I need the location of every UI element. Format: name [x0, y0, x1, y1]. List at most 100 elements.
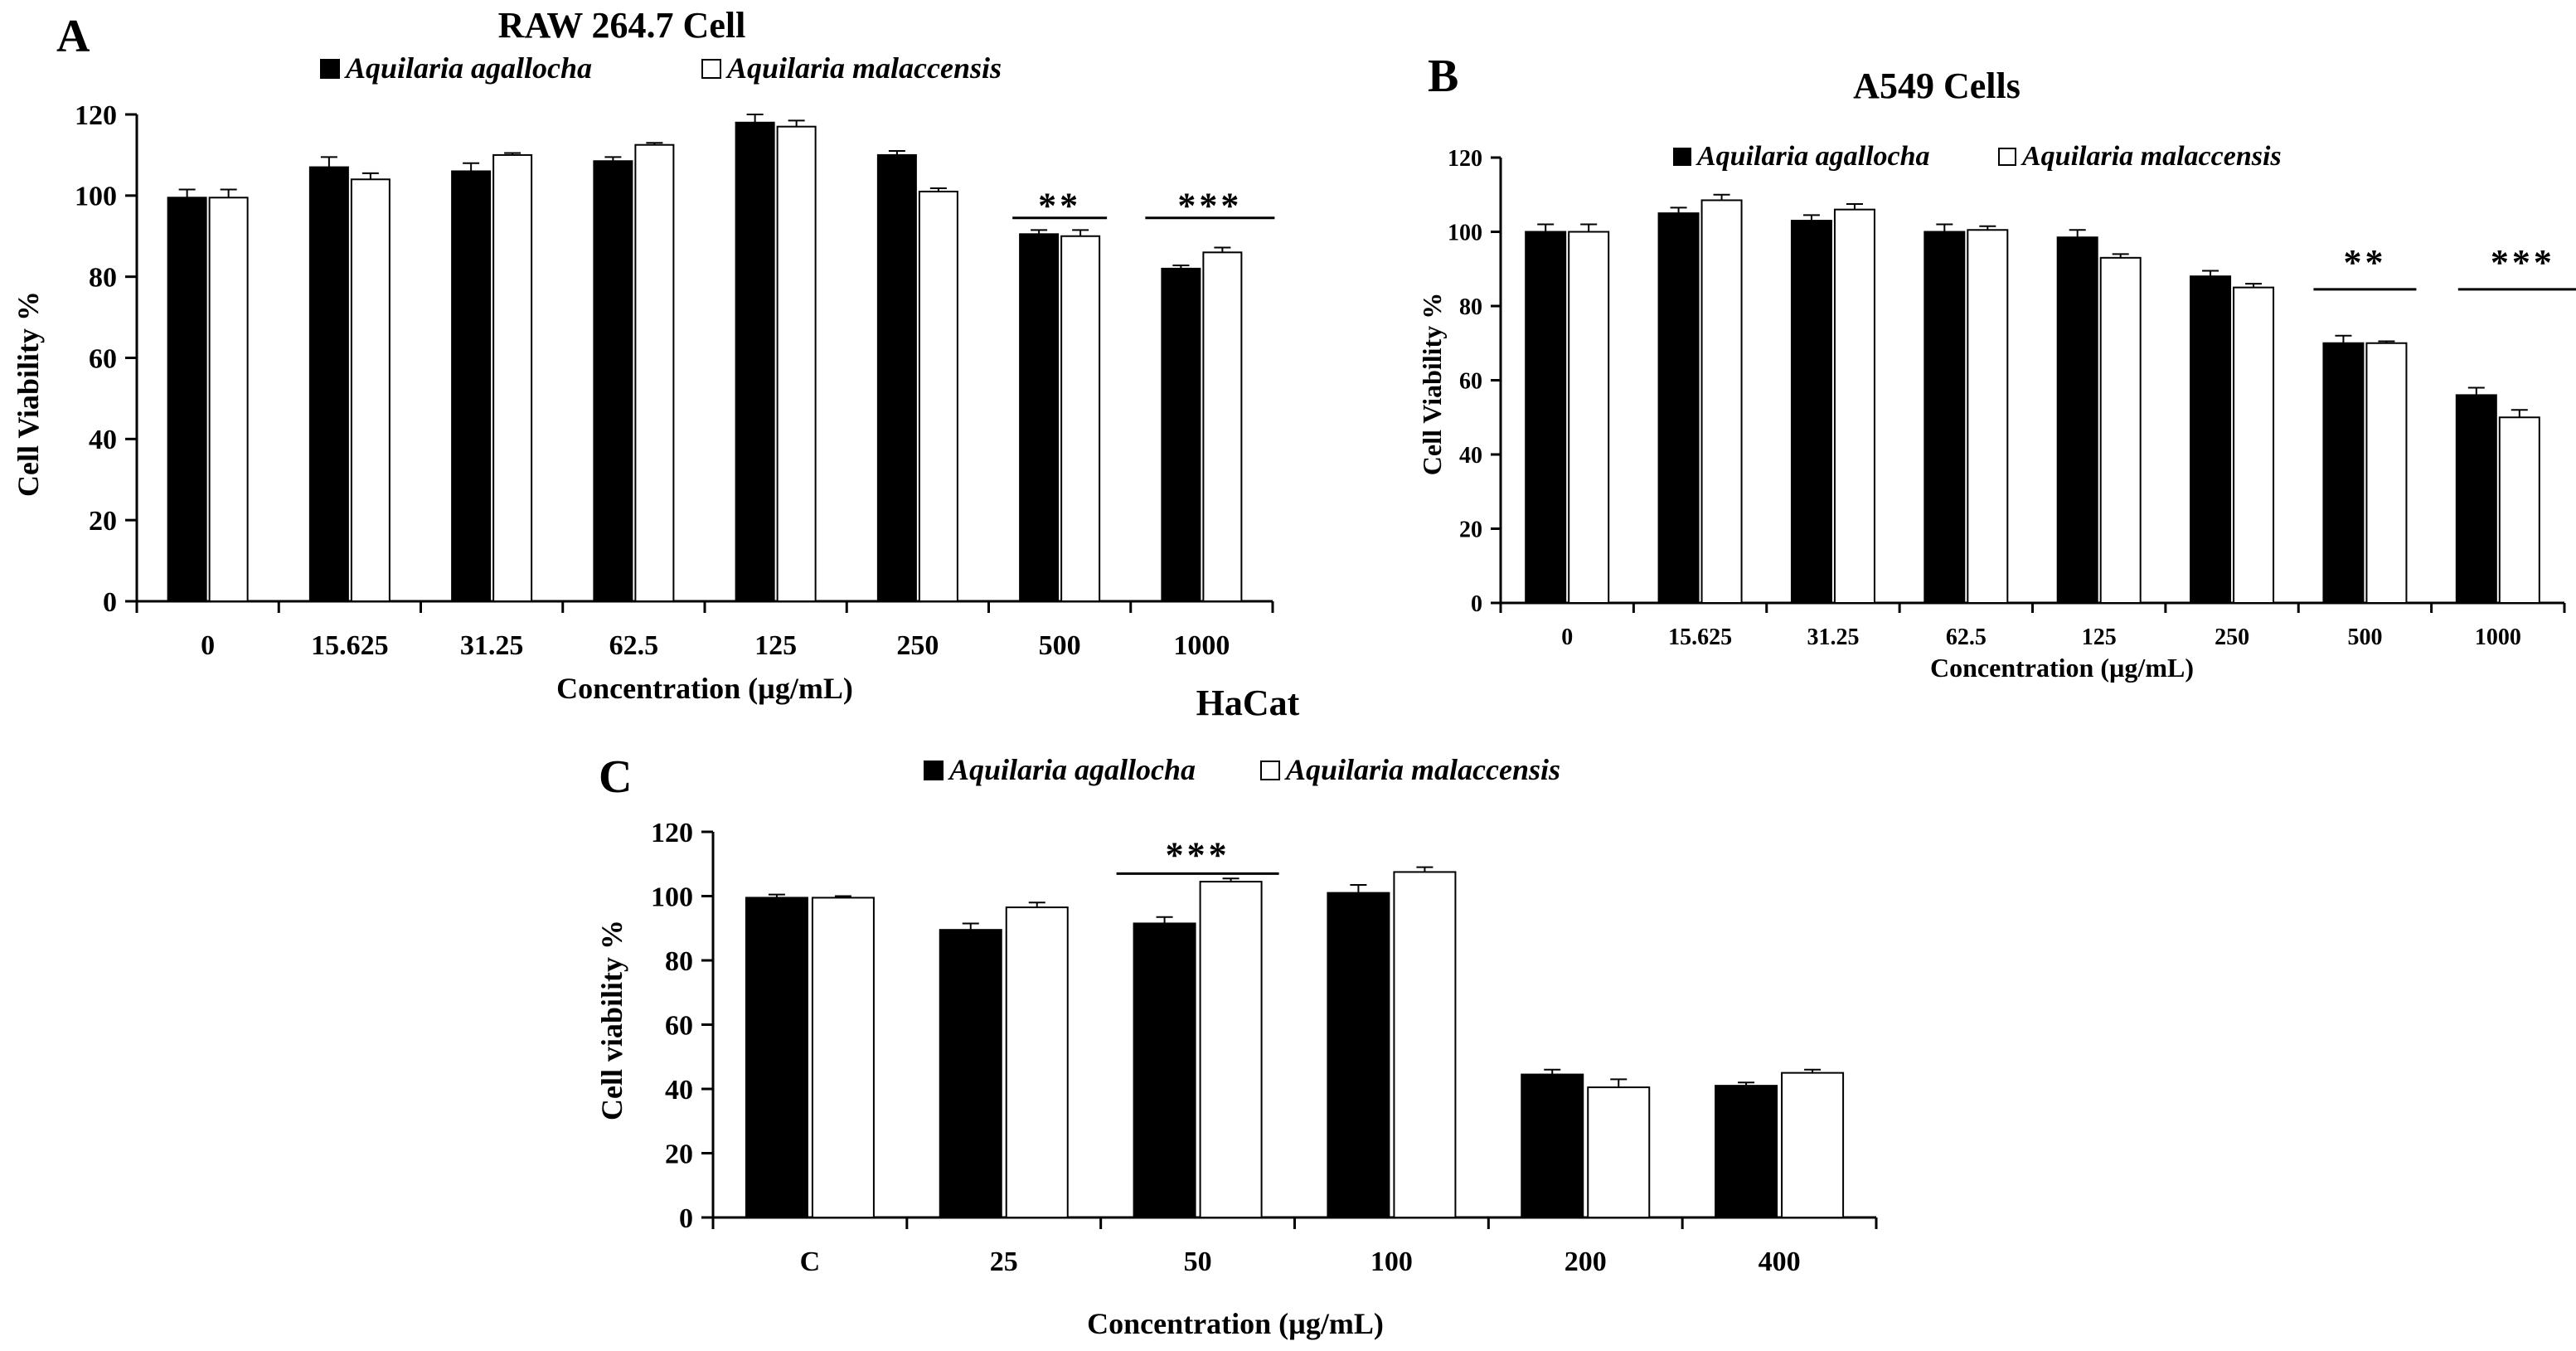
x-tick-label: 400 [1759, 1247, 1801, 1277]
legend-swatch-malaccensis [1998, 148, 2016, 166]
x-tick-label: 125 [754, 630, 797, 661]
bar-agallocha [1161, 267, 1201, 602]
panel-c-legend: Aquilaria agallocha Aquilaria malaccensi… [924, 753, 1560, 786]
y-tick-label: 0 [1471, 591, 1482, 617]
legend-swatch-malaccensis [1260, 761, 1280, 780]
legend-swatch-malaccensis [701, 59, 721, 79]
legend-label-malaccensis: Aquilaria malaccensis [725, 51, 1002, 85]
bar-agallocha [1327, 892, 1390, 1218]
panel-c-plot: 0 20 40 60 80 100 120 C 25 50 100 200 400 *** [651, 818, 1878, 1277]
y-tick-label: 100 [75, 182, 117, 212]
bar-malaccensis [811, 897, 875, 1218]
x-tick-label: 31.25 [1807, 624, 1859, 650]
x-tick-label: 250 [2215, 624, 2249, 650]
bar-malaccensis [350, 178, 391, 602]
x-tick-label: C [800, 1247, 821, 1277]
bar-agallocha [2190, 275, 2232, 604]
bar-malaccensis [208, 197, 249, 602]
y-tick-label: 80 [1459, 294, 1482, 320]
y-tick-label: 20 [89, 506, 117, 537]
x-tick-label: 15.625 [311, 630, 389, 661]
bar-malaccensis [776, 125, 817, 603]
y-tick-label: 40 [665, 1075, 693, 1106]
bar-agallocha [593, 160, 633, 603]
bar-agallocha [1657, 212, 1700, 604]
bar-malaccensis [634, 143, 675, 602]
legend-label-malaccensis: Aquilaria malaccensis [1284, 753, 1560, 786]
panel-a-legend: Aquilaria agallocha Aquilaria malaccensi… [320, 51, 1002, 85]
panel-a-title: RAW 264.7 Cell [498, 5, 746, 46]
bar-malaccensis [1199, 881, 1263, 1218]
legend-label-agallocha: Aquilaria agallocha [344, 51, 592, 85]
x-tick-label: 500 [2347, 624, 2382, 650]
legend-label-agallocha: Aquilaria agallocha [948, 753, 1196, 786]
legend-label-agallocha: Aquilaria agallocha [1696, 141, 1930, 172]
bar-agallocha [451, 170, 492, 602]
bar-malaccensis [1700, 199, 1743, 604]
y-tick-label: 60 [89, 343, 117, 374]
y-tick-label: 60 [1459, 368, 1482, 394]
panel-a-letter: A [56, 11, 90, 62]
bar-agallocha [735, 121, 775, 603]
bar-agallocha [1133, 922, 1196, 1218]
y-tick-label: 120 [651, 818, 693, 848]
significance-label: ** [1038, 186, 1081, 226]
y-tick-label: 80 [665, 946, 693, 977]
bar-malaccensis [2233, 286, 2275, 604]
y-tick-label: 20 [1459, 517, 1482, 542]
bar-malaccensis [2365, 342, 2408, 604]
x-tick-label: 0 [1561, 624, 1573, 650]
bar-malaccensis [1587, 1086, 1651, 1218]
legend-swatch-agallocha [1673, 148, 1691, 166]
panel-c: C HaCat Aquilaria agallocha Aquilaria ma… [595, 683, 1878, 1340]
panel-c-letter: C [599, 751, 632, 803]
y-tick-label: 0 [679, 1203, 693, 1234]
x-tick-label: 62.5 [1946, 624, 1987, 650]
bar-malaccensis [1781, 1072, 1845, 1218]
bar-malaccensis [2099, 256, 2142, 604]
y-tick-label: 80 [89, 263, 117, 294]
legend-swatch-agallocha [924, 761, 944, 780]
bar-agallocha [2322, 342, 2365, 604]
panel-c-y-axis-label: Cell viability % [595, 920, 628, 1120]
panel-a-y-axis-label: Cell Viability % [12, 291, 45, 497]
bar-agallocha [2056, 236, 2098, 604]
significance-label: *** [1166, 834, 1230, 875]
bar-malaccensis [1202, 251, 1243, 602]
bar-malaccensis [1568, 231, 1610, 604]
bar-agallocha [745, 897, 808, 1218]
legend-label-malaccensis: Aquilaria malaccensis [2021, 141, 2282, 172]
significance-label: *** [1177, 186, 1242, 226]
bar-agallocha [1521, 1073, 1584, 1218]
bar-agallocha [167, 197, 207, 602]
x-tick-label: 31.25 [460, 630, 524, 661]
bar-agallocha [2455, 394, 2497, 604]
y-tick-label: 40 [89, 425, 117, 455]
bar-malaccensis [492, 153, 533, 602]
x-tick-label: 62.5 [609, 630, 659, 661]
bar-malaccensis [1393, 871, 1457, 1218]
x-tick-label: 250 [896, 630, 939, 661]
bar-agallocha [876, 153, 917, 602]
bar-malaccensis [1005, 906, 1069, 1218]
x-tick-label: 1000 [2475, 624, 2521, 650]
y-tick-label: 0 [103, 587, 117, 618]
panel-b-x-axis-label: Concentration (µg/mL) [1930, 653, 2194, 683]
x-tick-label: 15.625 [1668, 624, 1732, 650]
panel-a: A RAW 264.7 Cell Aquilaria agallocha Aqu… [12, 5, 1275, 705]
y-tick-label: 120 [1448, 146, 1482, 172]
x-tick-label: 200 [1565, 1247, 1607, 1277]
panel-a-x-axis-label: Concentration (µg/mL) [556, 672, 853, 705]
panel-c-title: HaCat [1196, 683, 1300, 723]
y-tick-label: 40 [1459, 443, 1482, 469]
panel-b-legend: Aquilaria agallocha Aquilaria malaccensi… [1673, 141, 2282, 172]
panel-b: B A549 Cells Aquilaria agallocha Aquilar… [1417, 51, 2576, 683]
y-tick-label: 120 [75, 100, 117, 131]
panel-b-title: A549 Cells [1853, 66, 2021, 106]
bar-agallocha [1019, 233, 1060, 602]
x-tick-label: 500 [1039, 630, 1081, 661]
bar-agallocha [308, 166, 349, 602]
x-tick-label: 50 [1184, 1247, 1212, 1277]
panel-b-y-axis-label: Cell Viability % [1417, 293, 1447, 475]
